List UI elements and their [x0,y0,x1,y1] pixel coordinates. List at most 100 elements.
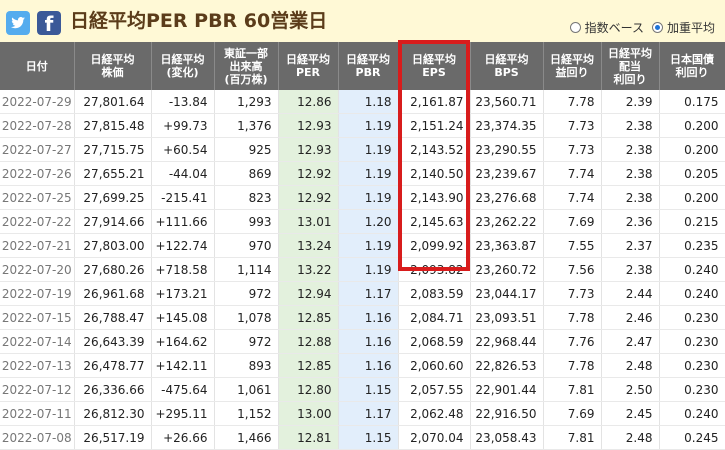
cell-dividend-yield: 2.38 [601,137,660,162]
cell-eps: 2,083.59 [398,281,471,306]
cell-date: 2022-07-14 [0,329,75,354]
radio-index-base-label[interactable]: 指数ベース [584,21,644,35]
cell-eps: 2,060.60 [398,353,471,378]
cell-price: 27,815.48 [74,113,152,138]
cell-jgb-yield: 0.240 [659,281,725,306]
cell-dividend-yield: 2.45 [601,401,660,426]
cell-earnings-yield: 7.69 [543,401,602,426]
cell-bps: 23,290.55 [470,137,544,162]
cell-change: +60.54 [151,137,215,162]
column-header-date: 日付 [0,42,75,90]
column-header-eps: 日経平均 EPS [398,42,471,90]
table-row: 2022-07-12 26,336.66 -475.64 1,061 12.80 1.15… [0,377,725,402]
cell-jgb-yield: 0.200 [659,113,725,138]
cell-earnings-yield: 7.78 [543,353,602,378]
cell-earnings-yield: 7.74 [543,185,602,210]
cell-change: +718.58 [151,257,215,282]
table-row: 2022-07-08 26,517.19 +26.66 1,466 12.81 1.15 2… [0,425,725,450]
cell-bps: 23,239.67 [470,161,544,186]
cell-per: 12.88 [278,329,339,354]
cell-volume: 893 [214,353,279,378]
cell-volume: 972 [214,329,279,354]
cell-date: 2022-07-28 [0,113,75,138]
cell-change: +142.11 [151,353,215,378]
cell-jgb-yield: 0.235 [659,233,725,258]
cell-per: 12.86 [278,90,339,114]
cell-eps: 2,151.24 [398,113,471,138]
cell-per: 12.92 [278,185,339,210]
cell-bps: 23,260.72 [470,257,544,282]
cell-dividend-yield: 2.38 [601,113,660,138]
cell-date: 2022-07-26 [0,161,75,186]
cell-jgb-yield: 0.230 [659,329,725,354]
column-header-jgb-yield: 日本国債 利回り [659,42,725,90]
cell-eps: 2,084.71 [398,305,471,330]
cell-pbr: 1.19 [338,113,399,138]
cell-dividend-yield: 2.44 [601,281,660,306]
cell-date: 2022-07-25 [0,185,75,210]
cell-bps: 23,093.51 [470,305,544,330]
cell-per: 13.00 [278,401,339,426]
cell-earnings-yield: 7.56 [543,257,602,282]
cell-dividend-yield: 2.39 [601,90,660,114]
cell-date: 2022-07-20 [0,257,75,282]
twitter-icon[interactable] [6,11,30,35]
cell-volume: 1,152 [214,401,279,426]
cell-bps: 23,560.71 [470,90,544,114]
cell-date: 2022-07-19 [0,281,75,306]
cell-per: 12.81 [278,425,339,450]
facebook-icon[interactable]: f [37,11,61,36]
column-header-price: 日経平均 株価 [74,42,152,90]
cell-pbr: 1.18 [338,90,399,114]
cell-volume: 925 [214,137,279,162]
cell-jgb-yield: 0.205 [659,161,725,186]
cell-dividend-yield: 2.38 [601,257,660,282]
cell-volume: 972 [214,281,279,306]
cell-jgb-yield: 0.230 [659,377,725,402]
cell-bps: 23,044.17 [470,281,544,306]
column-header-per: 日経平均 PER [278,42,339,90]
cell-eps: 2,062.48 [398,401,471,426]
column-header-earnings-yield: 日経平均 益回り [543,42,602,90]
cell-bps: 22,826.53 [470,353,544,378]
cell-eps: 2,070.04 [398,425,471,450]
cell-pbr: 1.16 [338,353,399,378]
cell-per: 13.01 [278,209,339,234]
column-header-bps: 日経平均 BPS [470,42,544,90]
cell-dividend-yield: 2.38 [601,161,660,186]
cell-dividend-yield: 2.48 [601,353,660,378]
cell-dividend-yield: 2.47 [601,329,660,354]
cell-eps: 2,068.59 [398,329,471,354]
cell-volume: 993 [214,209,279,234]
cell-price: 26,336.66 [74,377,152,402]
table-header-row: 日付 日経平均 株価 日経平均 (変化) 東証一部 出来高 (百万株) 日経平均 PER 日経平均 P… [0,42,725,90]
cell-date: 2022-07-29 [0,90,75,114]
cell-change: +145.08 [151,305,215,330]
radio-index-base[interactable] [569,22,581,33]
table-row: 2022-07-20 27,680.26 +718.58 1,114 13.22 1.19… [0,257,725,282]
cell-dividend-yield: 2.38 [601,185,660,210]
cell-per: 12.85 [278,305,339,330]
cell-pbr: 1.15 [338,377,399,402]
cell-price: 26,812.30 [74,401,152,426]
cell-jgb-yield: 0.215 [659,209,725,234]
column-header-change: 日経平均 (変化) [151,42,215,90]
radio-weighted-average[interactable] [651,22,663,33]
cell-bps: 23,276.68 [470,185,544,210]
cell-price: 27,801.64 [74,90,152,114]
radio-weighted-average-label[interactable]: 加重平均 [666,21,715,35]
cell-bps: 23,058.43 [470,425,544,450]
cell-earnings-yield: 7.74 [543,161,602,186]
cell-price: 26,961.68 [74,281,152,306]
cell-eps: 2,145.63 [398,209,471,234]
cell-price: 27,655.21 [74,161,152,186]
cell-change: +122.74 [151,233,215,258]
cell-eps: 2,143.52 [398,137,471,162]
cell-pbr: 1.19 [338,233,399,258]
cell-date: 2022-07-12 [0,377,75,402]
cell-dividend-yield: 2.36 [601,209,660,234]
cell-bps: 23,374.35 [470,113,544,138]
cell-volume: 1,078 [214,305,279,330]
page-header: f 日経平均PER PBR 60営業日 指数ベース 加重平均 [0,0,725,43]
cell-change: -13.84 [151,90,215,114]
